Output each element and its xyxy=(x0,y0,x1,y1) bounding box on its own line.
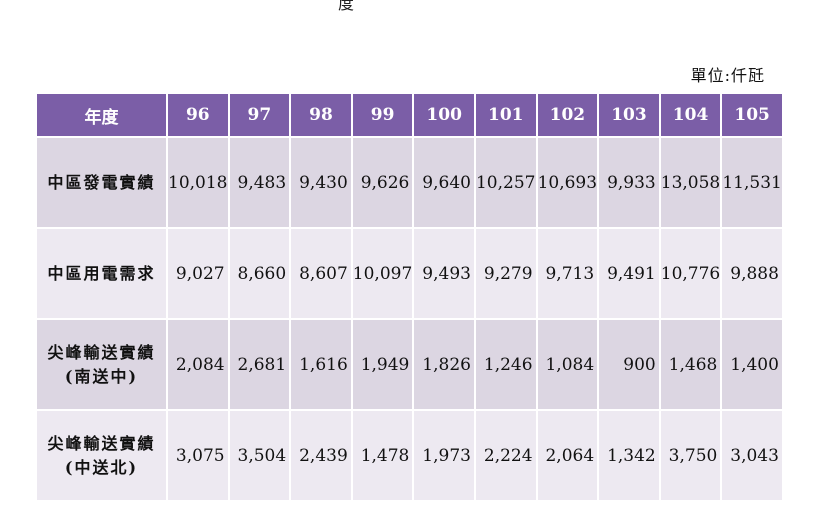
row-label-subline: (南送中) xyxy=(64,366,139,386)
table-cell: 2,439 xyxy=(289,409,353,502)
table-cell: 10,257 xyxy=(473,136,538,229)
header-year-cell: 96 xyxy=(166,92,230,138)
table-cell: 10,097 xyxy=(350,227,415,320)
table-cell: 1,616 xyxy=(289,318,353,411)
table-cell: 3,750 xyxy=(658,409,723,502)
table-cell: 1,826 xyxy=(412,318,476,411)
table-cell: 1,342 xyxy=(597,409,661,502)
power-data-table: 年度 96 97 98 99 100 101 102 103 104 105 中… xyxy=(35,92,784,502)
row-label-line: 尖峰輸送實績 xyxy=(47,342,156,362)
header-year-cell: 103 xyxy=(597,92,661,138)
table-row: 尖峰輸送實績 (中送北) 3,075 3,504 2,439 1,478 1,9… xyxy=(35,409,784,502)
table-cell: 9,491 xyxy=(597,227,661,320)
table-cell: 3,075 xyxy=(166,409,230,502)
header-year-cell: 99 xyxy=(350,92,415,138)
table-cell: 2,084 xyxy=(166,318,230,411)
unit-note: 單位:仟瓩 xyxy=(690,66,765,85)
table-cell: 10,018 xyxy=(166,136,230,229)
table-cell: 8,660 xyxy=(227,227,292,320)
header-year-cell: 98 xyxy=(289,92,353,138)
row-label: 尖峰輸送實績 (南送中) xyxy=(35,318,168,411)
header-year-cell: 101 xyxy=(473,92,538,138)
table-row: 尖峰輸送實績 (南送中) 2,084 2,681 1,616 1,949 1,8… xyxy=(35,318,784,411)
header-year-cell: 100 xyxy=(412,92,476,138)
table-cell: 1,400 xyxy=(720,318,784,411)
table-cell: 1,478 xyxy=(350,409,415,502)
header-year-label: 年度 xyxy=(35,92,168,138)
table-cell: 1,246 xyxy=(473,318,538,411)
header-year-cell: 97 xyxy=(227,92,292,138)
table-cell: 13,058 xyxy=(658,136,723,229)
table-cell: 1,973 xyxy=(412,409,476,502)
table-cell: 9,713 xyxy=(535,227,600,320)
table-cell: 9,027 xyxy=(166,227,230,320)
table-cell: 9,933 xyxy=(597,136,661,229)
table-cell: 9,430 xyxy=(289,136,353,229)
table-cell: 900 xyxy=(597,318,661,411)
table-cell: 9,483 xyxy=(227,136,292,229)
table-cell: 3,504 xyxy=(227,409,292,502)
table-cell: 2,064 xyxy=(535,409,600,502)
table-cell: 9,888 xyxy=(720,227,784,320)
row-label: 中區用電需求 xyxy=(35,227,168,320)
row-label-subline: (中送北) xyxy=(64,457,139,477)
table-cell: 1,468 xyxy=(658,318,723,411)
row-label-line: 中區發電實績 xyxy=(47,172,156,192)
row-label-line: 中區用電需求 xyxy=(47,263,156,283)
page-title-fragment: 度 xyxy=(338,0,355,13)
row-label: 中區發電實績 xyxy=(35,136,168,229)
table-cell: 2,681 xyxy=(227,318,292,411)
table-cell: 2,224 xyxy=(473,409,538,502)
table-cell: 9,493 xyxy=(412,227,476,320)
table-row: 中區用電需求 9,027 8,660 8,607 10,097 9,493 9,… xyxy=(35,227,784,320)
table-row: 中區發電實績 10,018 9,483 9,430 9,626 9,640 10… xyxy=(35,136,784,229)
table-cell: 9,640 xyxy=(412,136,476,229)
header-year-cell: 105 xyxy=(720,92,784,138)
table-cell: 1,949 xyxy=(350,318,415,411)
table-cell: 1,084 xyxy=(535,318,600,411)
table-cell: 8,607 xyxy=(289,227,353,320)
table-cell: 10,776 xyxy=(658,227,723,320)
header-year-cell: 104 xyxy=(658,92,723,138)
row-label-line: 尖峰輸送實績 xyxy=(47,433,156,453)
header-year-cell: 102 xyxy=(535,92,600,138)
table-cell: 9,626 xyxy=(350,136,415,229)
table-cell: 10,693 xyxy=(535,136,600,229)
table-cell: 9,279 xyxy=(473,227,538,320)
table-cell: 11,531 xyxy=(720,136,784,229)
table-cell: 3,043 xyxy=(720,409,784,502)
row-label: 尖峰輸送實績 (中送北) xyxy=(35,409,168,502)
table-header-row: 年度 96 97 98 99 100 101 102 103 104 105 xyxy=(35,92,784,138)
